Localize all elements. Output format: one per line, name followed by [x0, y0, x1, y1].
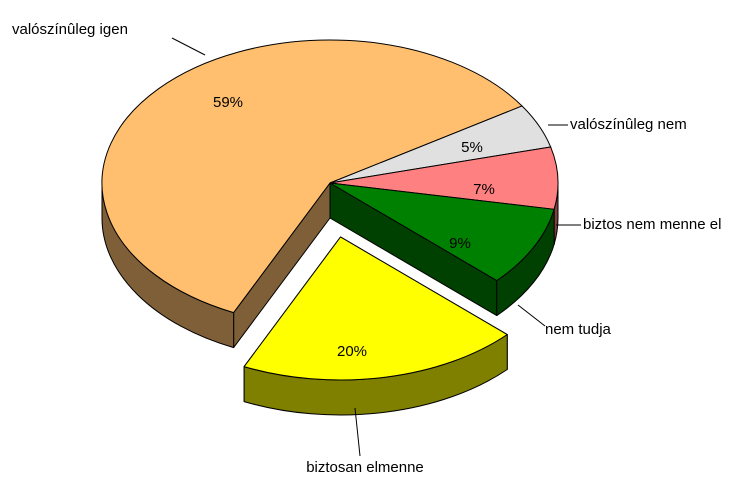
pie-slice: [101, 39, 523, 314]
value-label: 59%: [213, 94, 243, 111]
value-label: 9%: [449, 235, 471, 252]
value-label: 7%: [473, 181, 495, 198]
pie-slice: [329, 182, 555, 282]
pie-tops: [101, 39, 559, 381]
category-label: valószínûleg nem: [570, 116, 687, 133]
leader-line: [517, 304, 546, 327]
category-label: valószínûleg igen: [12, 21, 128, 38]
value-label: 5%: [461, 139, 483, 156]
category-label: nem tudja: [545, 321, 612, 338]
category-label: biztos nem menne el: [583, 216, 721, 233]
leader-line: [171, 37, 206, 56]
leader-line: [354, 407, 361, 457]
value-label: 20%: [337, 343, 367, 360]
category-label: biztosan elmenne: [306, 459, 424, 476]
pie-slice: [243, 236, 508, 381]
